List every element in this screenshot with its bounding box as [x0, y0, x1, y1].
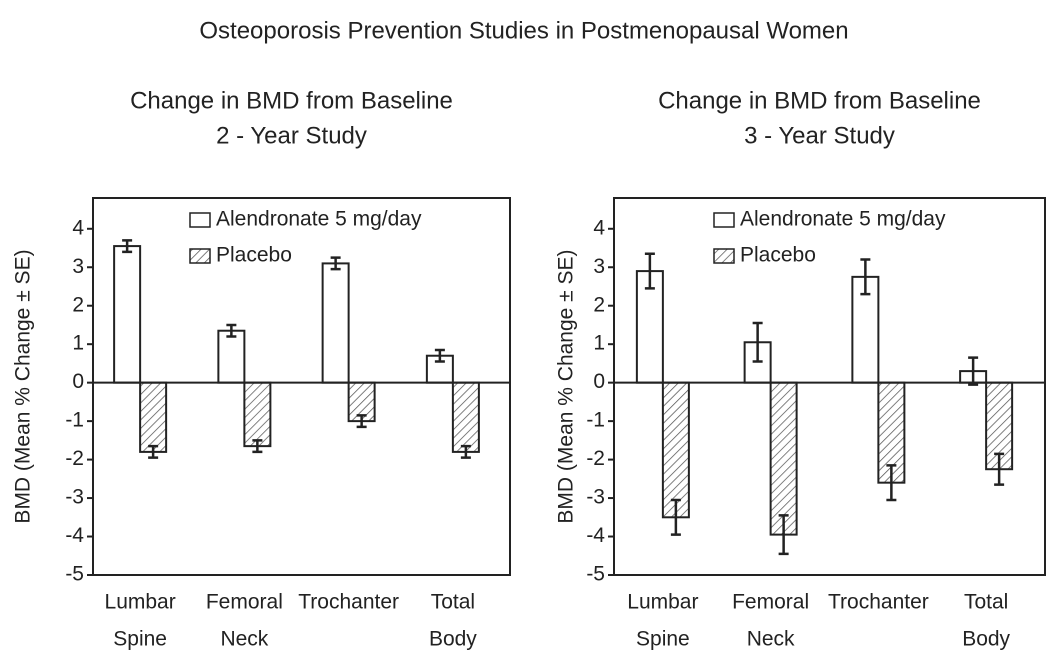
legend-swatch: [189, 212, 211, 228]
chart-title: 3 - Year Study: [744, 122, 895, 149]
error-bar: [752, 321, 763, 363]
legend-label: Placebo: [740, 244, 816, 267]
bar: [321, 262, 350, 384]
x-tick-label: Total: [431, 591, 475, 614]
y-tick-label: -2: [65, 447, 84, 470]
y-tick-label: -1: [586, 409, 605, 432]
y-tick-label: -4: [586, 524, 605, 547]
legend-swatch: [713, 212, 735, 228]
x-tick-label: Neck: [747, 628, 795, 651]
x-tick-label: Trochanter: [298, 591, 399, 614]
y-tick-label: -5: [586, 563, 605, 586]
y-tick-label: -4: [65, 524, 84, 547]
chart-title: Change in BMD from Baseline: [130, 87, 453, 114]
error-bar: [434, 348, 445, 363]
error-bar: [122, 239, 133, 254]
y-tick-label: 3: [72, 255, 84, 278]
x-tick-label: Femoral: [206, 591, 283, 614]
x-tick-label: Spine: [113, 628, 167, 651]
x-tick-label: Lumbar: [627, 591, 698, 614]
plot-frame: [92, 197, 511, 576]
chart-title: Change in BMD from Baseline: [658, 87, 981, 114]
error-bar: [148, 444, 159, 459]
legend-swatch: [189, 248, 211, 264]
y-tick-label: -3: [586, 486, 605, 509]
y-tick-label: 4: [72, 216, 84, 239]
error-bar: [644, 252, 655, 290]
y-axis-label: BMD (Mean % Change ± SE): [555, 249, 578, 523]
error-bar: [968, 356, 979, 386]
error-bar: [356, 414, 367, 429]
y-tick-label: 3: [593, 255, 605, 278]
x-tick-label: Femoral: [732, 591, 809, 614]
y-tick-label: -1: [65, 409, 84, 432]
error-bar: [994, 452, 1005, 486]
bar: [113, 245, 142, 384]
bar: [243, 381, 272, 448]
error-bar: [886, 464, 897, 502]
x-tick-label: Neck: [220, 628, 268, 651]
error-bar: [670, 498, 681, 536]
y-tick-label: 1: [72, 332, 84, 355]
y-tick-label: 0: [72, 370, 84, 393]
error-bar: [460, 444, 471, 459]
x-tick-label: Total: [964, 591, 1008, 614]
legend-label: Placebo: [216, 244, 292, 267]
y-tick-label: 1: [593, 332, 605, 355]
error-bar: [778, 514, 789, 556]
bar: [661, 381, 690, 519]
legend-label: Alendronate 5 mg/day: [740, 208, 946, 231]
y-tick-label: 4: [593, 216, 605, 239]
error-bar: [252, 439, 263, 454]
legend-swatch: [713, 248, 735, 264]
y-tick-label: 2: [593, 293, 605, 316]
y-axis-label: BMD (Mean % Change ± SE): [12, 249, 35, 523]
x-tick-label: Trochanter: [828, 591, 929, 614]
legend-label: Alendronate 5 mg/day: [216, 208, 422, 231]
error-bar: [330, 256, 341, 271]
x-tick-label: Spine: [636, 628, 690, 651]
y-tick-label: -5: [65, 563, 84, 586]
error-bar: [226, 323, 237, 338]
y-tick-label: -3: [65, 486, 84, 509]
page-title: Osteoporosis Prevention Studies in Postm…: [199, 17, 848, 44]
chart-title: 2 - Year Study: [216, 122, 367, 149]
y-tick-label: -2: [586, 447, 605, 470]
bar: [217, 329, 246, 384]
y-tick-label: 2: [72, 293, 84, 316]
x-tick-label: Lumbar: [105, 591, 176, 614]
bar: [139, 381, 168, 453]
plot-frame: [613, 197, 1046, 576]
bar: [451, 381, 480, 453]
error-bar: [860, 258, 871, 296]
bar: [769, 381, 798, 536]
x-tick-label: Body: [962, 628, 1010, 651]
x-tick-label: Body: [429, 628, 477, 651]
y-tick-label: 0: [593, 370, 605, 393]
